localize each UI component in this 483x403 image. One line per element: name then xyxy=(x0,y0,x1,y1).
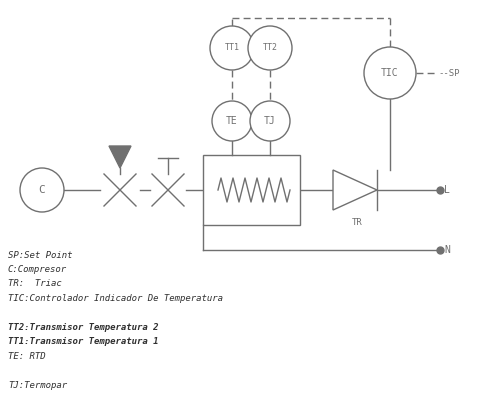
Text: TT1:Transmisor Temperatura 1: TT1:Transmisor Temperatura 1 xyxy=(8,337,158,347)
Text: L: L xyxy=(444,185,450,195)
Text: N: N xyxy=(444,245,450,255)
Circle shape xyxy=(20,168,64,212)
Polygon shape xyxy=(333,170,377,210)
Circle shape xyxy=(248,26,292,70)
Text: C: C xyxy=(39,185,45,195)
Text: C:Compresor: C:Compresor xyxy=(8,265,67,274)
Circle shape xyxy=(250,101,290,141)
Circle shape xyxy=(210,26,254,70)
Text: TIC:Controlador Indicador De Temperatura: TIC:Controlador Indicador De Temperatura xyxy=(8,294,223,303)
Circle shape xyxy=(364,47,416,99)
Bar xyxy=(203,155,300,225)
Text: TT2:Transmisor Temperatura 2: TT2:Transmisor Temperatura 2 xyxy=(8,323,158,332)
Text: TE: RTD: TE: RTD xyxy=(8,352,45,361)
Text: TR:  Triac: TR: Triac xyxy=(8,280,62,289)
Text: TT2: TT2 xyxy=(262,44,278,52)
Text: TE: TE xyxy=(226,116,238,126)
Text: TT1: TT1 xyxy=(225,44,240,52)
Text: TJ: TJ xyxy=(264,116,276,126)
Text: TJ:Termopar: TJ:Termopar xyxy=(8,381,67,390)
Text: SP:Set Point: SP:Set Point xyxy=(8,251,72,260)
Text: --SP: --SP xyxy=(438,69,459,77)
Polygon shape xyxy=(109,146,131,168)
Circle shape xyxy=(212,101,252,141)
Text: TR: TR xyxy=(352,218,362,227)
Text: TIC: TIC xyxy=(381,68,399,78)
